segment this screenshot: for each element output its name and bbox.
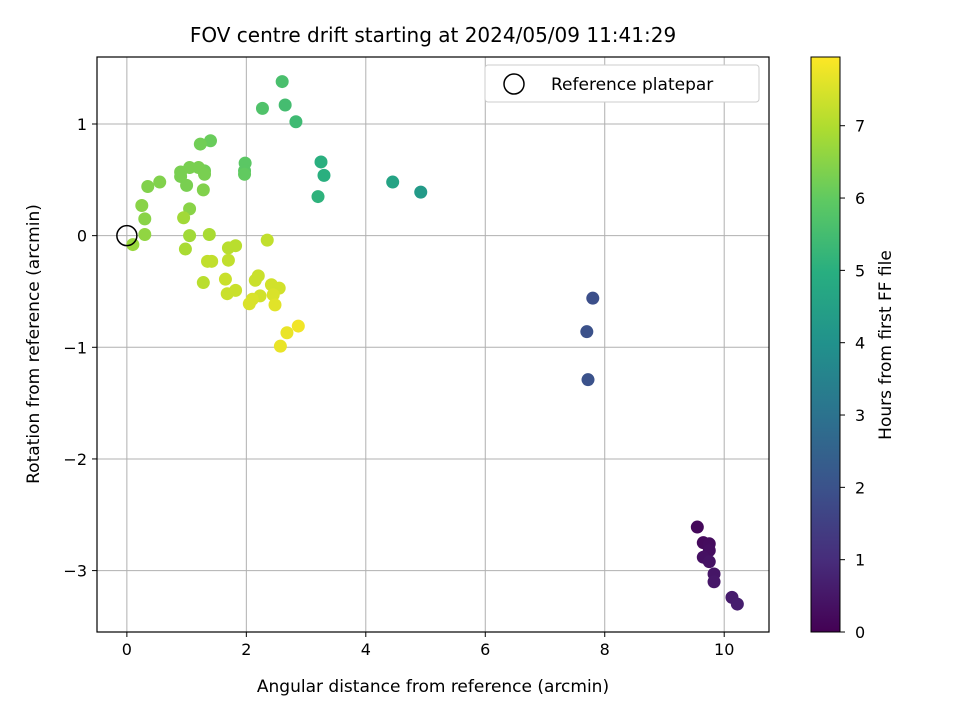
y-ticks: −3 −2 −1 0 1 [63,115,97,581]
data-point [255,101,269,115]
colorbar-label: Hours from first FF file [876,250,896,440]
data-point [260,233,274,247]
y-tick-label: 0 [77,227,87,246]
data-point [178,242,192,256]
data-point [218,272,232,286]
plot-frame [96,56,770,633]
colorbar-tick-label: 4 [855,334,865,353]
data-point [275,75,289,89]
data-point [138,228,152,242]
x-axis-label: Angular distance from reference (arcmin) [257,677,609,697]
data-point [581,373,595,387]
chart-title: FOV centre drift starting at 2024/05/09 … [190,23,676,47]
data-point [198,167,212,181]
data-point [196,276,210,290]
colorbar-tick-label: 6 [855,189,865,208]
x-tick-label: 6 [480,640,490,659]
data-point [138,212,152,226]
data-point [311,190,325,204]
data-point [205,254,219,268]
data-point [268,298,282,312]
data-point [238,167,252,181]
data-point [280,326,294,340]
legend-box [484,64,760,103]
y-tick-label: −2 [63,450,87,469]
data-point [273,339,287,353]
data-point [135,198,149,212]
x-tick-label: 10 [714,640,734,659]
data-points [116,75,744,611]
colorbar-tick-label: 0 [855,623,865,642]
data-point [317,168,331,182]
data-point [221,253,235,267]
colorbar-tick-label: 1 [855,551,865,570]
data-point [730,597,744,611]
x-tick-label: 0 [122,640,132,659]
colorbar-tick-label: 5 [855,261,865,280]
x-tick-label: 8 [600,640,610,659]
data-point [248,273,262,287]
data-point [386,175,400,189]
data-point [196,183,210,197]
data-point [203,134,217,148]
y-axis-label: Rotation from reference (arcmin) [24,204,44,484]
x-tick-label: 4 [361,640,371,659]
grid [97,57,769,632]
colorbar-tick-label: 3 [855,406,865,425]
data-point [289,115,303,129]
data-point [229,239,243,253]
data-point [220,287,234,301]
colorbar-tick-label: 7 [855,117,865,136]
x-ticks: 0 2 4 6 8 10 [122,632,734,659]
colorbar: 0 1 2 3 4 5 6 7 Hours from first FF file [810,56,896,642]
data-point [707,575,721,589]
data-point [414,185,428,199]
data-point [242,297,256,311]
data-point [180,178,194,192]
y-tick-label: −3 [63,562,87,581]
data-point [702,555,716,569]
colorbar-tick-label: 2 [855,478,865,497]
data-point [193,137,207,151]
legend-reference-marker [503,73,525,95]
reference-platepar-marker [116,224,138,247]
data-point [177,211,191,225]
data-point [291,319,305,333]
colorbar-gradient [810,56,841,633]
data-point [314,155,328,169]
y-tick-label: 1 [77,115,87,134]
data-point [266,288,280,302]
colorbar-ticks: 0 1 2 3 4 5 6 7 [840,117,865,642]
data-point [202,228,216,242]
y-tick-label: −1 [63,338,87,357]
plot-area [97,57,769,632]
data-point [580,325,594,339]
x-tick-label: 2 [241,640,251,659]
legend-label: Reference platepar [551,75,713,95]
data-point [278,98,292,112]
data-point [690,520,704,534]
data-point [153,175,167,189]
data-point [586,291,600,305]
data-point [183,229,197,243]
legend: Reference platepar [484,64,760,103]
data-point [141,180,155,194]
